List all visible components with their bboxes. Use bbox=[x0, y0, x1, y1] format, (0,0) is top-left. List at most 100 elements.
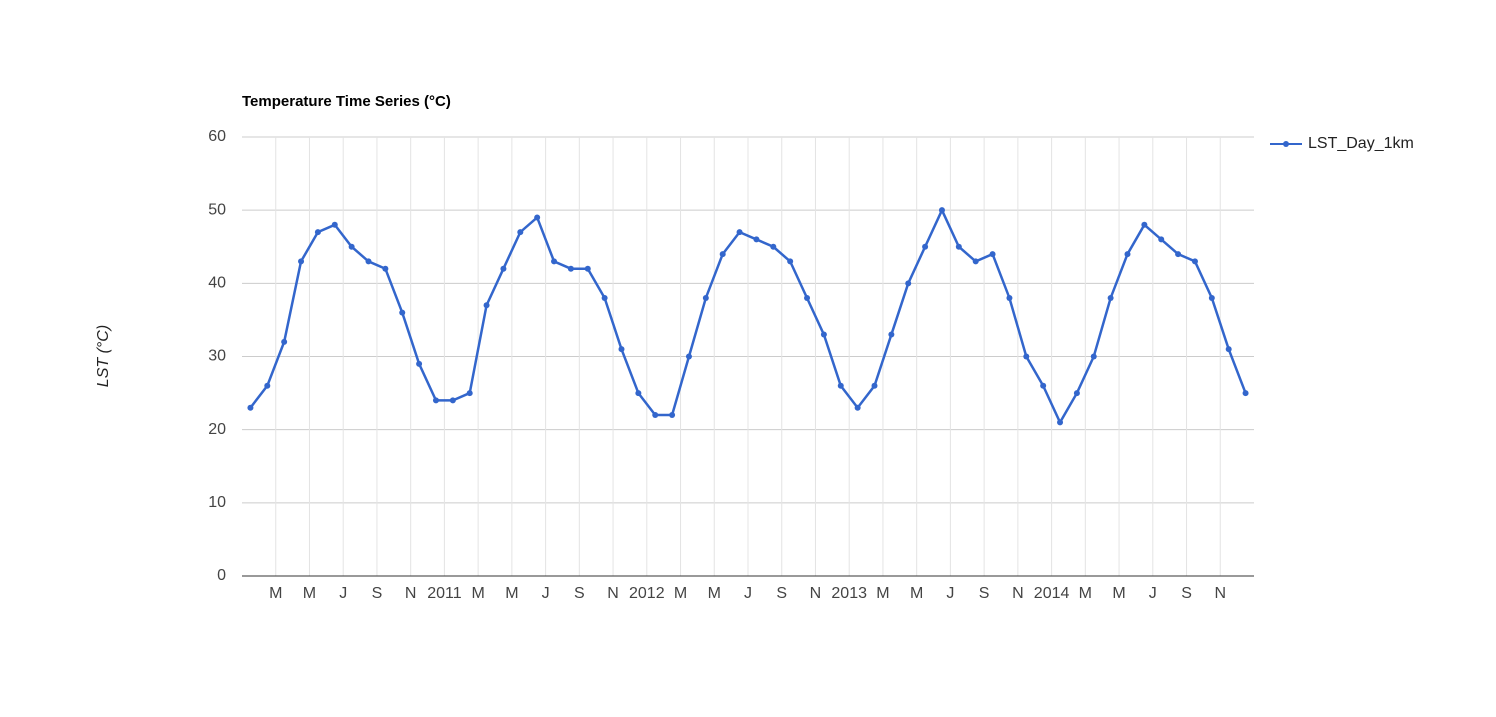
x-tick-label: M bbox=[910, 585, 923, 602]
x-tick-label: J bbox=[946, 585, 954, 602]
data-point bbox=[736, 229, 743, 236]
legend-label: LST_Day_1km bbox=[1308, 135, 1414, 152]
data-point bbox=[1225, 346, 1232, 353]
x-tick-label: M bbox=[269, 585, 282, 602]
data-point bbox=[685, 353, 692, 360]
data-point bbox=[432, 397, 439, 404]
x-tick-label: M bbox=[708, 585, 721, 602]
data-point bbox=[854, 404, 861, 411]
y-tick-label: 0 bbox=[217, 567, 226, 584]
data-point bbox=[888, 331, 895, 338]
x-tick-label: J bbox=[339, 585, 347, 602]
data-point bbox=[652, 412, 659, 419]
data-point bbox=[1040, 382, 1047, 389]
data-point bbox=[483, 302, 490, 309]
x-tick-label: S bbox=[372, 585, 383, 602]
data-point bbox=[365, 258, 372, 265]
data-point bbox=[753, 236, 760, 243]
data-point bbox=[804, 294, 811, 301]
data-point bbox=[989, 251, 996, 258]
data-point bbox=[567, 265, 574, 272]
data-point bbox=[1124, 251, 1131, 258]
data-point bbox=[1141, 221, 1148, 228]
x-tick-label: 2012 bbox=[629, 585, 665, 602]
series-line bbox=[249, 207, 1247, 426]
data-point bbox=[314, 229, 321, 236]
data-point bbox=[281, 338, 288, 345]
data-point bbox=[719, 251, 726, 258]
x-tick-label: M bbox=[1112, 585, 1125, 602]
data-point bbox=[466, 390, 473, 397]
x-tick-label: M bbox=[674, 585, 687, 602]
data-point bbox=[534, 214, 541, 221]
data-point bbox=[972, 258, 979, 265]
data-point bbox=[264, 382, 271, 389]
x-tick-label: S bbox=[1181, 585, 1192, 602]
data-point bbox=[922, 243, 929, 250]
data-point bbox=[1073, 390, 1080, 397]
data-point bbox=[787, 258, 794, 265]
data-point bbox=[1158, 236, 1165, 243]
data-point bbox=[702, 294, 709, 301]
y-tick-label: 60 bbox=[208, 128, 226, 145]
x-tick-label: N bbox=[810, 585, 822, 602]
data-point bbox=[416, 360, 423, 367]
data-point bbox=[584, 265, 591, 272]
data-point bbox=[871, 382, 878, 389]
x-tick-label: N bbox=[607, 585, 619, 602]
x-tick-label: 2013 bbox=[831, 585, 867, 602]
data-point bbox=[1175, 251, 1182, 258]
x-tick-label: S bbox=[776, 585, 787, 602]
data-point bbox=[837, 382, 844, 389]
data-point bbox=[1090, 353, 1097, 360]
data-point bbox=[382, 265, 389, 272]
data-point bbox=[770, 243, 777, 250]
y-tick-label: 10 bbox=[208, 494, 226, 511]
y-tick-label: 30 bbox=[208, 348, 226, 365]
data-point bbox=[905, 280, 912, 287]
data-point bbox=[1208, 294, 1215, 301]
x-tick-label: N bbox=[1012, 585, 1024, 602]
x-tick-label: J bbox=[1149, 585, 1157, 602]
data-point bbox=[517, 229, 524, 236]
data-point bbox=[331, 221, 338, 228]
x-tick-label: M bbox=[1079, 585, 1092, 602]
chart-title: Temperature Time Series (°C) bbox=[242, 93, 451, 110]
data-point bbox=[938, 207, 945, 214]
data-point bbox=[449, 397, 456, 404]
y-axis-label: LST (°C) bbox=[95, 325, 112, 387]
data-point bbox=[1057, 419, 1064, 426]
y-tick-label: 40 bbox=[208, 275, 226, 292]
data-point bbox=[348, 243, 355, 250]
x-tick-label: M bbox=[876, 585, 889, 602]
data-point bbox=[601, 294, 608, 301]
x-tick-label: J bbox=[542, 585, 550, 602]
x-tick-label: M bbox=[505, 585, 518, 602]
data-point bbox=[298, 258, 305, 265]
x-tick-label: M bbox=[471, 585, 484, 602]
x-tick-label: 2011 bbox=[427, 585, 462, 602]
y-tick-label: 50 bbox=[208, 201, 226, 218]
x-tick-label: S bbox=[979, 585, 990, 602]
data-point bbox=[1107, 294, 1114, 301]
data-point bbox=[1242, 390, 1249, 397]
data-point bbox=[635, 390, 642, 397]
x-tick-label: 2014 bbox=[1034, 585, 1070, 602]
data-point bbox=[820, 331, 827, 338]
data-point bbox=[669, 412, 676, 419]
data-point bbox=[551, 258, 558, 265]
y-tick-label: 20 bbox=[208, 421, 226, 438]
x-tick-label: J bbox=[744, 585, 752, 602]
data-point bbox=[955, 243, 962, 250]
x-tick-label: S bbox=[574, 585, 585, 602]
x-tick-label: N bbox=[405, 585, 417, 602]
x-tick-label: N bbox=[1214, 585, 1226, 602]
data-point bbox=[399, 309, 406, 316]
data-point bbox=[1191, 258, 1198, 265]
legend-marker bbox=[1283, 141, 1289, 147]
x-tick-label: M bbox=[303, 585, 316, 602]
data-point bbox=[1023, 353, 1030, 360]
data-point bbox=[500, 265, 507, 272]
data-point bbox=[618, 346, 625, 353]
